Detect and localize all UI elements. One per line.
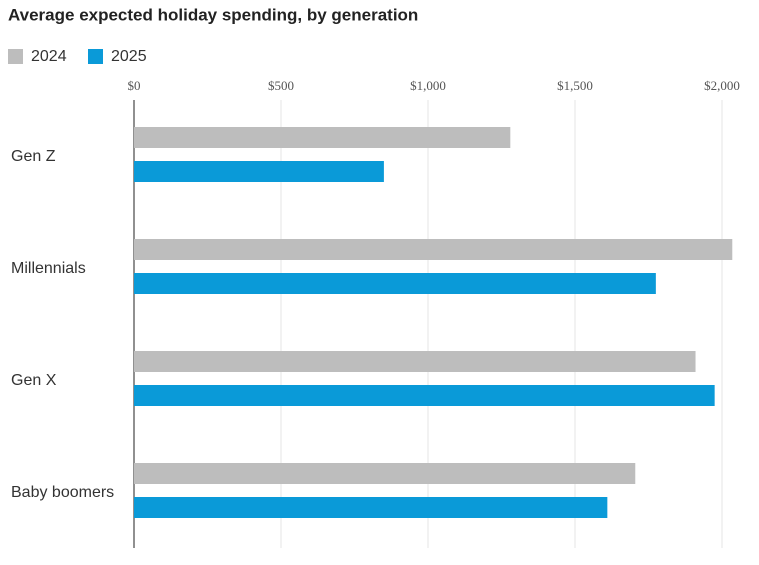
bar xyxy=(134,463,636,484)
x-tick-label: $1,500 xyxy=(557,78,593,93)
x-tick-label: $0 xyxy=(128,78,141,93)
x-tick-label: $2,000 xyxy=(704,78,740,93)
chart-title: Average expected holiday spending, by ge… xyxy=(8,5,418,24)
y-tick-label: Millennials xyxy=(11,260,86,277)
bar xyxy=(134,497,608,518)
bar xyxy=(134,161,384,182)
legend-label: 2024 xyxy=(31,48,67,65)
x-tick-label: $1,000 xyxy=(410,78,446,93)
bar xyxy=(134,385,715,406)
legend-swatch xyxy=(8,49,23,64)
y-tick-label: Gen Z xyxy=(11,148,56,165)
x-tick-label: $500 xyxy=(268,78,294,93)
y-tick-label: Baby boomers xyxy=(11,484,114,501)
legend-swatch xyxy=(88,49,103,64)
y-tick-label: Gen X xyxy=(11,372,57,389)
bar xyxy=(134,351,696,372)
bar xyxy=(134,239,733,260)
bar xyxy=(134,273,656,294)
legend-label: 2025 xyxy=(111,48,147,65)
bar xyxy=(134,127,511,148)
